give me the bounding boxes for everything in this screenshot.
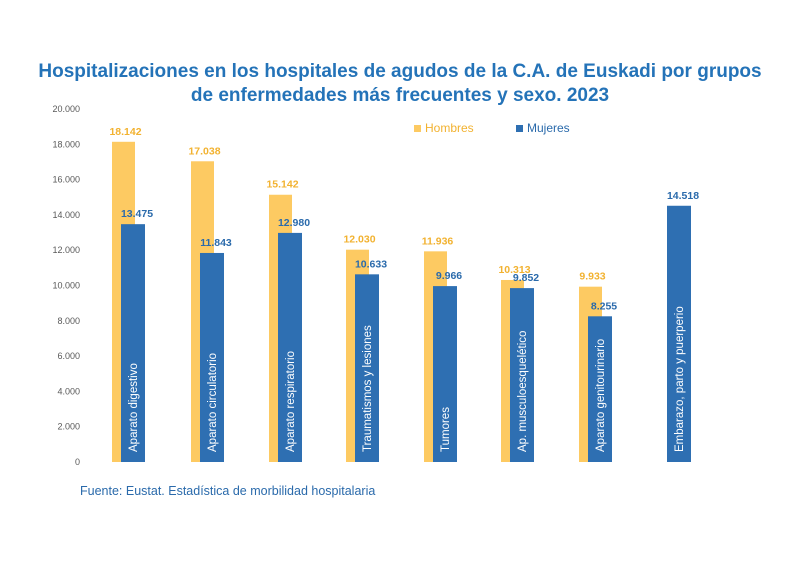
data-label-hombres: 17.038 (188, 145, 220, 157)
y-tick-label: 16.000 (52, 175, 80, 185)
y-tick-label: 6.000 (57, 351, 80, 361)
data-label-hombres: 9.933 (579, 271, 605, 283)
bar-mujeres-embarazo-parto-y-puerperio (667, 205, 691, 462)
legend-label-mujeres: Mujeres (527, 121, 570, 135)
y-tick-label: 4.000 (57, 386, 80, 396)
bar-mujeres-traumatismos-y-lesiones (355, 274, 379, 462)
y-tick-label: 2.000 (57, 422, 80, 432)
y-tick-label: 14.000 (52, 210, 80, 220)
data-label-hombres: 18.142 (109, 126, 141, 138)
y-tick-label: 12.000 (52, 245, 80, 255)
category-label-aparato-circulatorio: Aparato circulatorio (207, 353, 219, 452)
legend-swatch-hombres (414, 124, 421, 132)
bar-mujeres-aparato-genitourinario (588, 316, 612, 462)
data-label-hombres: 12.030 (343, 234, 375, 246)
category-label-aparato-respiratorio: Aparato respiratorio (285, 351, 297, 452)
y-tick-label: 0 (75, 457, 80, 467)
data-label-mujeres: 14.518 (667, 190, 699, 202)
category-label-ap-musculoesqueletico: Ap. musculoesquelético (517, 331, 529, 452)
data-label-mujeres: 10.633 (355, 258, 387, 270)
category-label-embarazo-parto-y-puerperio: Embarazo, parto y puerperio (674, 306, 686, 452)
bar-mujeres-aparato-circulatorio (200, 252, 224, 462)
legend-item-mujeres: Mujeres (516, 121, 570, 135)
bar-mujeres-tumores (433, 286, 457, 462)
category-label-aparato-digestivo: Aparato digestivo (128, 363, 140, 452)
y-tick-label: 20.000 (52, 104, 80, 114)
data-label-mujeres: 9.966 (436, 270, 462, 282)
y-tick-label: 8.000 (57, 316, 80, 326)
data-label-hombres: 15.142 (266, 179, 298, 191)
data-label-mujeres: 9.852 (513, 272, 539, 284)
data-label-hombres: 10.313 (498, 264, 530, 276)
source-note: Fuente: Eustat. Estadística de morbilida… (80, 484, 376, 498)
legend-label-hombres: Hombres (425, 121, 474, 135)
bar-mujeres-aparato-respiratorio (278, 232, 302, 462)
data-label-mujeres: 8.255 (591, 300, 617, 312)
y-tick-label: 10.000 (52, 281, 80, 291)
chart-title-line-2: de enfermedades más frecuentes y sexo. 2… (190, 85, 610, 106)
y-tick-label: 18.000 (52, 139, 80, 149)
category-label-traumatismos-y-lesiones: Traumatismos y lesiones (362, 325, 374, 452)
data-label-hombres: 11.936 (422, 235, 454, 247)
legend-item-hombres: Hombres (414, 121, 474, 135)
category-label-tumores: Tumores (440, 407, 452, 452)
data-label-mujeres: 11.843 (200, 237, 232, 249)
legend-swatch-mujeres (516, 124, 523, 132)
chart-title-line-1: Hospitalizaciones en los hospitales de a… (38, 61, 762, 82)
data-label-mujeres: 13.475 (121, 208, 153, 220)
data-label-mujeres: 12.980 (278, 217, 310, 229)
bar-mujeres-aparato-digestivo (121, 224, 145, 462)
category-label-aparato-genitourinario: Aparato genitourinario (595, 339, 607, 452)
bar-mujeres-ap-musculoesqueletico (510, 288, 534, 462)
